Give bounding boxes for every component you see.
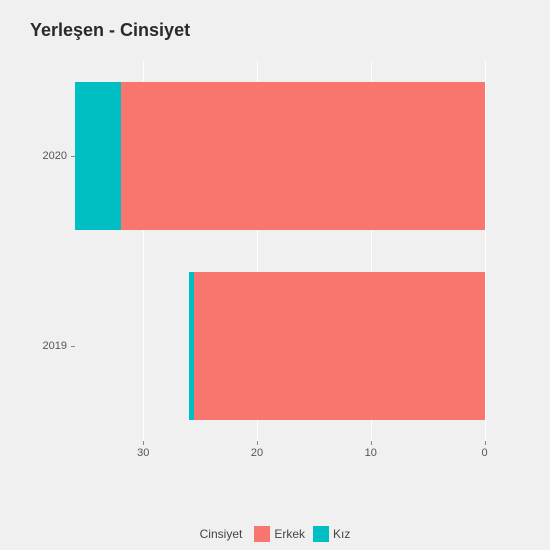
x-tick	[143, 441, 144, 445]
x-tick-label: 0	[481, 447, 487, 459]
legend-title: Cinsiyet	[200, 527, 243, 541]
legend-item-kiz: Kız	[313, 526, 350, 542]
bar-segment-kiz	[189, 272, 195, 420]
x-tick	[485, 441, 486, 445]
chart-area: 30 20 10 0 2020 2019	[20, 61, 530, 481]
bar-group	[75, 82, 530, 230]
bar-segment-kiz	[75, 82, 121, 230]
legend-label-kiz: Kız	[333, 527, 350, 541]
y-tick-label: 2020	[20, 150, 67, 162]
chart-title: Yerleşen - Cinsiyet	[30, 20, 530, 41]
y-tick-label: 2019	[20, 340, 67, 352]
swatch-kiz	[313, 526, 329, 542]
x-tick	[371, 441, 372, 445]
x-tick-label: 30	[137, 447, 149, 459]
legend-label-erkek: Erkek	[274, 527, 305, 541]
y-tick	[71, 346, 75, 347]
legend: Cinsiyet Erkek Kız	[0, 526, 550, 542]
legend-item-erkek: Erkek	[254, 526, 305, 542]
bar-group	[75, 272, 530, 420]
x-tick	[257, 441, 258, 445]
x-tick-label: 20	[251, 447, 263, 459]
plot-region	[75, 61, 530, 441]
x-tick-label: 10	[365, 447, 377, 459]
bar-segment-erkek	[194, 272, 484, 420]
swatch-erkek	[254, 526, 270, 542]
y-tick	[71, 156, 75, 157]
bar-segment-erkek	[121, 82, 485, 230]
